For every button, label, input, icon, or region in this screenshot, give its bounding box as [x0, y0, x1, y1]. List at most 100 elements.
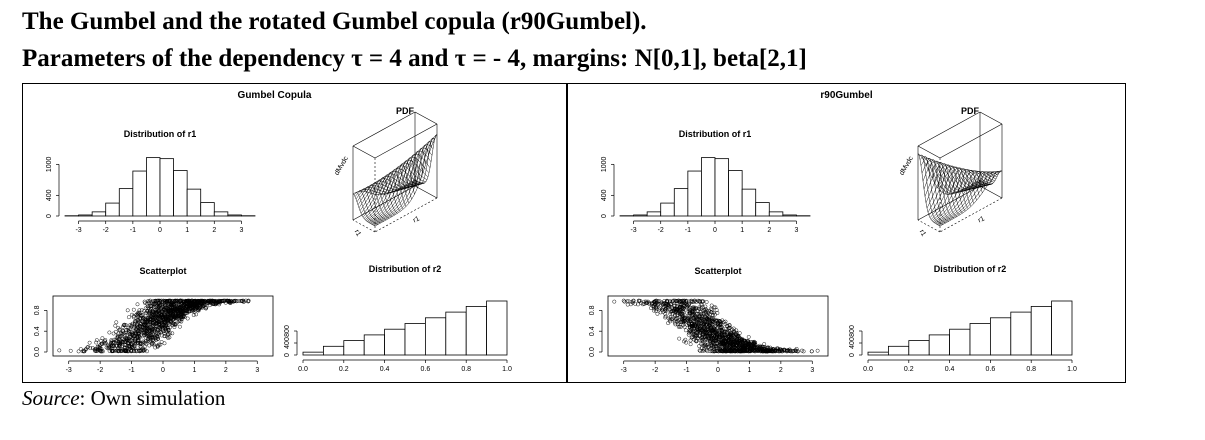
gumbel-scatter-point [206, 298, 211, 303]
gumbel-hist-r1-bar [186, 188, 202, 217]
r90gumbel-scatter-point [670, 312, 675, 316]
r90gumbel-scatter-point [740, 336, 744, 341]
gumbel-pdf-mesh-line [400, 151, 424, 189]
gumbel-scatter-point [166, 299, 171, 303]
gumbel-scatter-point [110, 348, 115, 353]
r90gumbel-pdf-mesh-line [931, 169, 995, 221]
gumbel-scatter-point [187, 306, 192, 311]
gumbel-scatter-point [169, 301, 174, 306]
r90gumbel-scatter-point [693, 306, 698, 311]
r90gumbel-scatter-point [735, 336, 740, 341]
gumbel-scatter-point [192, 303, 197, 308]
gumbel-pdf-box-edge [374, 123, 438, 159]
gumbel-scatter-point [185, 303, 190, 308]
r90gumbel-scatter-point [639, 301, 644, 305]
r90gumbel-hist-r2-x-tick-label: 1.0 [1067, 366, 1077, 373]
r90gumbel-scatter-point [699, 306, 704, 311]
gumbel-pdf-mesh-line [369, 147, 433, 224]
gumbel-hist-r1-bar [200, 202, 215, 217]
gumbel-hist-r1-bar [91, 211, 107, 217]
gumbel-hist-r1-bar [146, 157, 161, 217]
r90gumbel-scatter-point [709, 337, 714, 342]
r90gumbel-scatter-point [666, 321, 671, 326]
gumbel-scatter-point [107, 330, 112, 335]
gumbel-scatter-point [148, 298, 153, 303]
r90gumbel-scatter-point [702, 348, 707, 353]
r90gumbel-scatter-point [714, 329, 719, 334]
gumbel-scatter-point [196, 300, 201, 304]
gumbel-scatter-point [138, 341, 143, 346]
r90gumbel-scatter-point [750, 346, 755, 351]
gumbel-scatter-point [109, 338, 114, 343]
r90gumbel-hist-r2-y-tick-label: 400 [849, 337, 856, 349]
r90gumbel-scatter-point [689, 298, 694, 303]
gumbel-scatter-point [185, 310, 190, 315]
gumbel-scatter-point [229, 299, 234, 304]
gumbel-scatter-point [155, 307, 160, 312]
gumbel-hist-r1-x-tick-label: -3 [75, 227, 81, 234]
figure-title-line2: Parameters of the dependency τ = 4 and τ… [22, 45, 807, 72]
gumbel-hist-r1-y-tick-label: 0 [46, 214, 53, 218]
r90gumbel-scatter-point [698, 349, 703, 353]
r90gumbel-hist-r1-bar [660, 202, 675, 217]
r90gumbel-scatter-point [707, 319, 712, 324]
r90gumbel-pdf-axis-label-u: r1 [977, 215, 986, 224]
r90gumbel-scatter-point [681, 314, 686, 319]
gumbel-scatter-point [221, 299, 225, 304]
r90gumbel-scatter-point [698, 326, 703, 331]
r90gumbel-hist-r1-y-tick-label: 0 [601, 214, 608, 218]
gumbel-scatter-point [126, 349, 130, 354]
gumbel-scatter-point [170, 331, 175, 336]
gumbel-scatter-point [122, 322, 127, 327]
gumbel-scatter-point [231, 299, 236, 304]
r90gumbel-pdf-mesh-line [929, 168, 993, 218]
gumbel-scatter-point [156, 309, 161, 314]
gumbel-pdf-mesh-line [392, 160, 415, 195]
gumbel-scatter-point [137, 348, 142, 353]
gumbel-scatter-point [182, 305, 187, 310]
gumbel-scatter-point [179, 316, 184, 321]
r90gumbel-scatter-point [661, 309, 666, 314]
r90gumbel-scatter-point [733, 341, 738, 346]
gumbel-scatter-point [152, 302, 157, 307]
r90gumbel-scatter-point [777, 347, 782, 352]
gumbel-scatter-point [97, 343, 102, 348]
r90gumbel-hist-r1-x-tick-label: -3 [630, 227, 636, 234]
r90gumbel-scatter-point [732, 345, 737, 350]
gumbel-scatter-point [151, 316, 156, 321]
gumbel-scatter-point [146, 299, 151, 304]
gumbel-scatter-point [164, 317, 169, 322]
r90gumbel-pdf-mesh-line [954, 169, 977, 201]
gumbel-scatter-point [177, 324, 182, 329]
r90gumbel-scatter-point [694, 314, 698, 319]
r90gumbel-scatter-point [678, 324, 683, 329]
gumbel-scatter-point [149, 304, 154, 309]
r90gumbel-scatter-point [680, 311, 685, 316]
gumbel-scatter-point [163, 329, 168, 334]
r90gumbel-scatter-point [647, 300, 652, 305]
gumbel-hist-r1-x-tick-label: 3 [239, 227, 243, 234]
r90gumbel-scatter-point [700, 313, 705, 318]
r90gumbel-scatter-point [730, 349, 735, 354]
gumbel-scatter-point [131, 349, 136, 354]
gumbel-scatter-point [159, 333, 164, 338]
r90gumbel-hist-r1-x-tick-label: -2 [658, 227, 664, 234]
gumbel-scatter-point [116, 325, 121, 330]
r90gumbel-pdf-mesh-line [971, 171, 994, 188]
r90gumbel-scatter-point [724, 344, 729, 349]
gumbel-scatter-point [117, 327, 122, 332]
r90gumbel-scatter-point [723, 348, 728, 353]
gumbel-hist-r2-bar [424, 317, 447, 356]
gumbel-scatter-point [90, 346, 95, 350]
gumbel-scatter-y-tick-label: 0.4 [34, 326, 41, 336]
r90gumbel-scatter-point [687, 307, 691, 312]
gumbel-scatter-point [126, 344, 131, 348]
r90gumbel-pdf-box-edge [939, 123, 1003, 159]
r90gumbel-scatter-point [644, 301, 649, 306]
gumbel-scatter-point [119, 339, 124, 344]
gumbel-scatter-y-tick-label: 0.8 [34, 305, 41, 315]
r90gumbel-scatter-point [730, 327, 735, 332]
gumbel-scatter-x-tick-label: 2 [224, 367, 228, 374]
gumbel-hist-r1-bar [78, 214, 93, 217]
r90gumbel-scatter-point [686, 332, 691, 337]
